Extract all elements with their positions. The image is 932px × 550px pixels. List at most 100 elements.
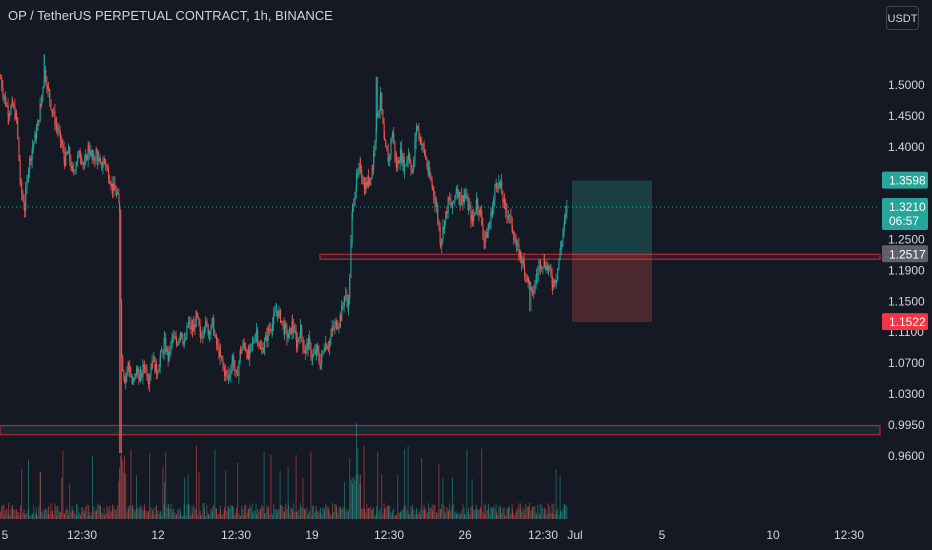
volume-bar	[430, 507, 432, 519]
candle	[144, 360, 146, 374]
candle-body	[117, 192, 119, 195]
volume-bar	[484, 514, 485, 519]
volume-bar	[520, 503, 521, 519]
volume-bar	[180, 508, 181, 519]
candle	[21, 178, 23, 201]
candle-body	[294, 330, 296, 333]
volume-bar	[49, 514, 51, 519]
candle	[258, 341, 260, 350]
candle-body	[205, 320, 207, 329]
volume-bar	[332, 503, 333, 519]
volume-bar	[237, 462, 239, 519]
candle	[123, 369, 125, 382]
currency-button[interactable]: USDT	[886, 6, 919, 30]
volume-bar	[521, 511, 523, 519]
candle	[468, 200, 470, 216]
candle	[53, 107, 55, 117]
candle-body	[430, 176, 432, 181]
volume-bar	[337, 512, 339, 519]
volume-bar	[310, 451, 312, 519]
volume-bar	[405, 505, 407, 519]
candle-body	[509, 215, 511, 217]
candle-body	[406, 160, 408, 166]
volume-bar	[40, 471, 41, 519]
volume-bar	[548, 514, 549, 519]
candle-body	[334, 323, 336, 329]
candle-body	[510, 215, 512, 218]
candle	[305, 344, 307, 360]
candle	[489, 220, 491, 229]
candle-body	[497, 185, 499, 189]
candle	[522, 256, 524, 269]
candle-body	[365, 181, 367, 194]
candle	[57, 122, 59, 137]
candle	[34, 131, 36, 143]
candle	[514, 231, 516, 243]
candle-body	[124, 378, 126, 383]
candle	[58, 123, 60, 136]
candle	[448, 196, 450, 201]
candle	[208, 329, 210, 340]
volume-bar	[196, 445, 197, 519]
volume-bar	[26, 513, 28, 519]
candle-body	[63, 148, 65, 159]
price-label-bg	[882, 171, 928, 189]
candle-body	[488, 228, 490, 230]
volume-bar	[418, 511, 420, 519]
volume-bar	[64, 513, 65, 519]
volume-bar	[379, 508, 381, 519]
candle-body	[240, 350, 242, 354]
volume-bar	[60, 512, 61, 519]
volume-bar	[334, 504, 336, 519]
candle-body	[532, 290, 534, 292]
candle-body	[116, 192, 118, 196]
volume-bar	[13, 509, 15, 519]
candle-body	[233, 356, 235, 368]
candle-body	[201, 337, 203, 339]
x-tick-label: 12:30	[374, 528, 404, 542]
candle	[160, 349, 162, 366]
volume-bar	[125, 473, 127, 519]
volume-bar	[393, 507, 395, 519]
volume-bar	[465, 513, 467, 519]
volume-bar	[168, 504, 169, 519]
volume-bar	[522, 507, 524, 519]
volume-bar	[172, 513, 173, 519]
volume-bar	[105, 513, 107, 519]
candle-body	[302, 336, 304, 348]
price-label-target: 1.3598	[882, 171, 928, 189]
volume-bar	[233, 507, 235, 519]
volume-bar	[526, 506, 528, 519]
volume-bar	[164, 482, 165, 519]
candle	[172, 334, 174, 344]
candle-body	[370, 177, 372, 179]
candle-body	[217, 343, 219, 345]
candle-body	[374, 142, 376, 151]
volume-bar	[78, 511, 80, 519]
candle	[162, 348, 164, 359]
volume-bar	[101, 512, 103, 519]
candle-body	[120, 210, 122, 304]
candle-body	[402, 156, 404, 164]
volume-bar	[114, 509, 116, 519]
volume-bar	[321, 514, 323, 519]
candle-body	[265, 335, 267, 342]
volume-bar	[246, 512, 248, 519]
candle	[152, 360, 154, 369]
candle-body	[349, 277, 351, 300]
volume-bar	[97, 504, 99, 519]
candle-body	[508, 216, 510, 217]
volume-bar	[398, 512, 400, 519]
volume-bar	[137, 507, 139, 519]
volume-bar	[501, 512, 503, 519]
candle-body	[285, 324, 287, 328]
candle-body	[439, 226, 441, 244]
volume-bar	[290, 507, 292, 519]
candle-body	[428, 167, 430, 173]
candle-body	[300, 325, 302, 338]
candle-body	[204, 328, 206, 332]
candle	[265, 331, 267, 342]
candle-body	[7, 106, 9, 117]
volume-bar	[126, 511, 128, 519]
